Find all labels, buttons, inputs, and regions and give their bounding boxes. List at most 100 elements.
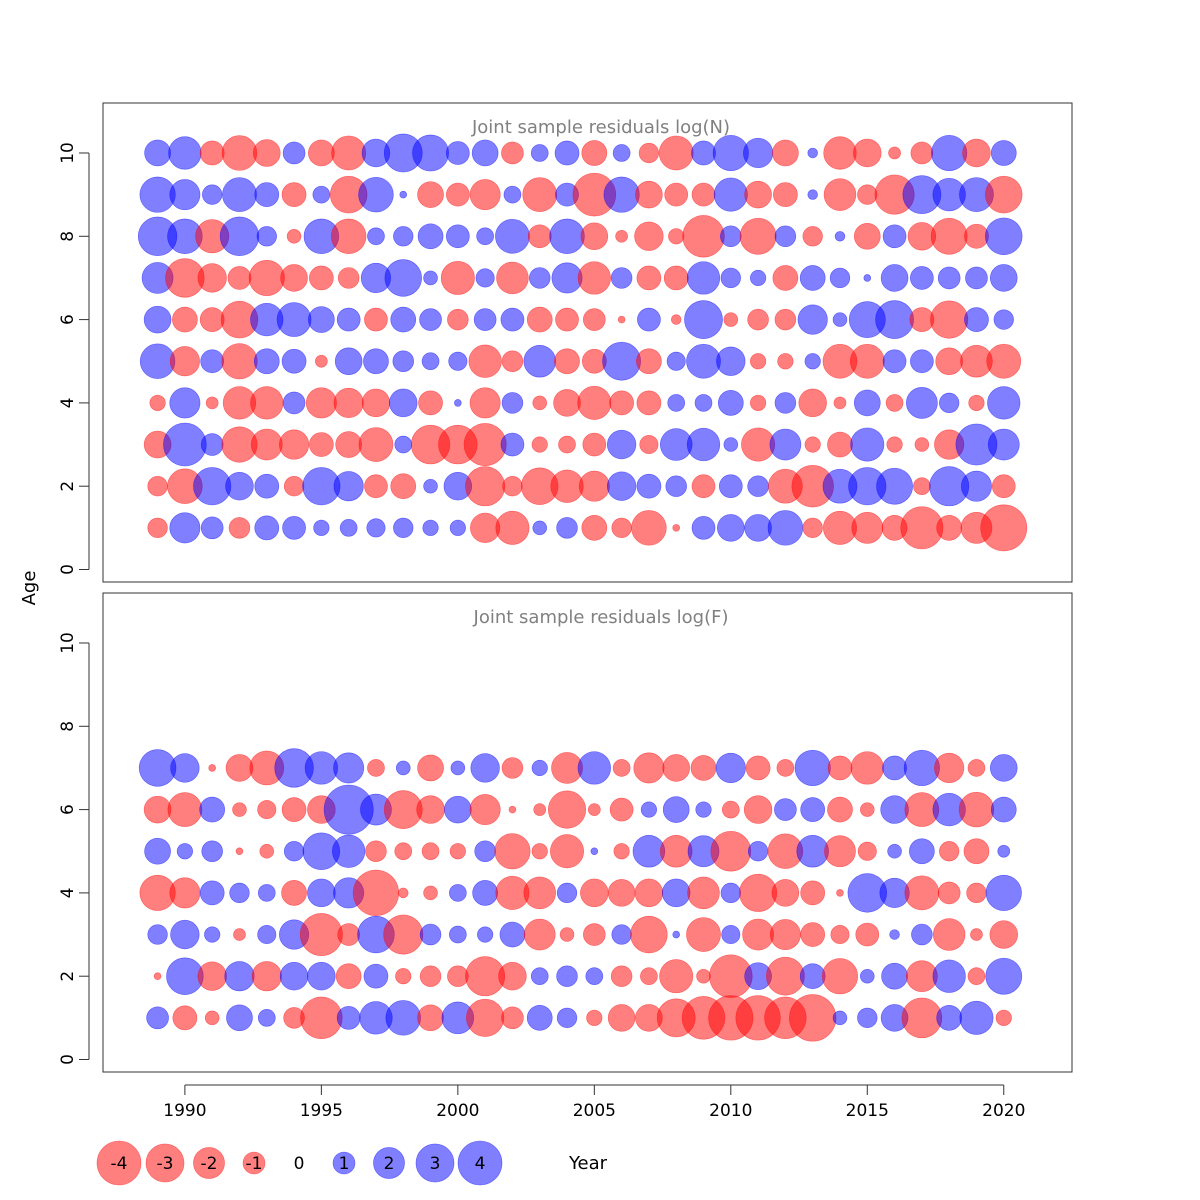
bubble [477,926,494,943]
bubble [932,918,966,951]
panel-logF: Joint sample residuals log(F) 0 2 4 6 8 10 [58,592,1073,1073]
bubble [199,880,225,906]
bubble [930,300,969,339]
bubble [661,878,691,908]
bubble [691,516,716,540]
bubble [658,135,694,171]
bubble [959,1000,994,1035]
bubble [937,881,961,905]
bubble [256,226,277,247]
bubble [469,387,501,419]
bubble [440,260,475,295]
bubble [499,921,526,948]
bubble [470,753,500,783]
bubble [887,843,902,859]
bubble [686,917,721,952]
bubble [747,841,769,862]
bubble [423,885,438,901]
bubble [694,394,713,412]
bubble [523,876,556,910]
bubble [169,387,201,419]
bubble [662,754,690,782]
bubble [850,751,884,785]
bubble [308,306,335,333]
bubble [636,265,662,291]
bubble [508,805,517,814]
bubble [609,390,634,416]
bubble [205,396,219,410]
bubble [500,432,525,457]
bubble [581,515,608,541]
bubble [743,137,774,169]
bubble [857,1007,878,1028]
bubble [934,752,965,783]
bubble [367,759,385,777]
bubble [581,140,608,166]
bubble [989,754,1018,782]
bubble [225,754,254,782]
bubble [149,394,166,411]
legend-swatch [332,1151,356,1175]
bubble [495,510,530,545]
bubble [936,515,963,541]
bubble [367,227,385,246]
bubble [901,997,943,1039]
bubble [935,347,963,376]
bubble [636,473,662,499]
bubble [794,749,831,786]
bubble [393,517,414,538]
bubble [937,266,961,290]
bubble [986,343,1022,379]
bubble [964,223,989,249]
bubble [226,1004,253,1032]
bubble [503,185,522,204]
bubble [875,300,914,339]
bubble [527,224,552,249]
bubble [823,178,857,211]
y-axis: 0 2 4 6 8 10 [58,632,90,1065]
bubble [963,838,990,865]
legend: -4 -3 -2 -1 0 1 2 3 4 [96,1140,503,1186]
bubble [690,755,717,781]
bubble [639,435,659,455]
bubble [170,919,200,950]
bubble [606,471,637,501]
bubble [617,315,626,324]
bubble [500,307,525,332]
bubble [774,225,797,248]
bubble [257,800,277,820]
bubble [199,140,225,166]
bubble [281,797,307,822]
bubble [583,308,606,331]
bubble [494,833,531,870]
bubble [750,394,767,411]
bubble [253,348,280,375]
bubble [248,259,285,296]
bubble [235,847,244,856]
bubble [551,262,583,294]
bubble [860,968,875,984]
bubble [670,314,682,325]
bubble [672,930,680,939]
bubble [686,427,721,462]
x-axis: 1990 1995 2000 2005 2010 2015 2020 [163,1084,1025,1121]
bubble [495,218,530,254]
y-axis: 0 2 4 6 8 10 [58,142,90,575]
bubble [305,387,337,419]
bubble [333,752,365,784]
y-tick-label: 2 [58,481,78,492]
bubble [964,307,989,332]
bubble [476,227,494,246]
bubble [876,467,913,505]
y-tick-label: 6 [58,804,78,815]
bubble [330,218,367,254]
bubble [602,341,641,381]
bubble [932,959,966,993]
bubble [881,962,908,990]
bubble [682,215,725,258]
bubble [143,795,172,824]
bubble [550,834,585,869]
bubble [696,968,711,984]
bubble [723,312,739,327]
